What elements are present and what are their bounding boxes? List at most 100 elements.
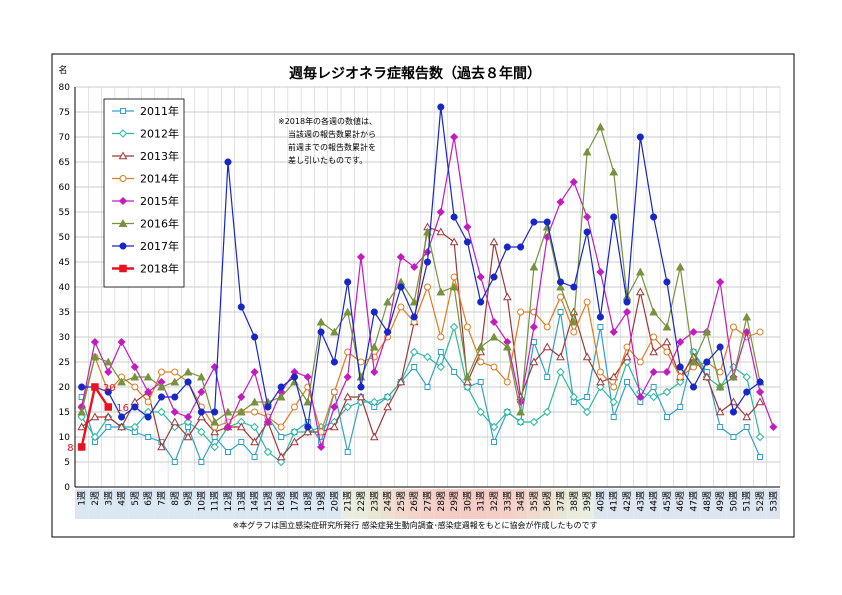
data-point: [171, 459, 178, 465]
data-point: [742, 312, 752, 321]
series-line: [81, 226, 761, 459]
data-label: 8: [67, 443, 73, 454]
data-point: [635, 287, 645, 296]
data-point: [689, 357, 698, 366]
data-point: [78, 383, 86, 391]
data-point: [290, 373, 299, 381]
data-point: [676, 337, 685, 347]
x-tick-band: [540, 489, 554, 519]
data-point: [330, 402, 339, 412]
x-tick-band: [314, 489, 328, 519]
x-tick-band: [208, 489, 222, 519]
x-tick-label: 18週: [303, 491, 314, 511]
data-point: [650, 213, 658, 221]
data-point: [143, 372, 153, 381]
x-tick-band: [474, 489, 488, 519]
y-tick-label: 45: [59, 258, 70, 268]
data-point: [489, 332, 499, 341]
data-point: [689, 383, 698, 391]
data-point: [303, 397, 313, 406]
series-2013年: [77, 222, 765, 461]
data-point: [197, 427, 206, 437]
data-point: [529, 322, 539, 332]
legend-label: 2012年: [140, 127, 179, 141]
data-point: [489, 237, 499, 246]
data-point: [715, 382, 725, 391]
data-point: [543, 407, 552, 417]
x-tick-band: [460, 489, 475, 519]
data-point: [183, 432, 193, 441]
data-point: [356, 252, 366, 262]
x-tick-band: [341, 489, 355, 519]
data-point: [489, 422, 499, 432]
x-tick-band: [407, 489, 421, 519]
data-point: [463, 377, 472, 386]
data-point: [502, 342, 512, 351]
data-point: [477, 298, 485, 306]
y-tick-label: 80: [59, 83, 71, 93]
data-point: [356, 392, 366, 401]
data-point: [383, 297, 393, 306]
x-tick-label: 17週: [289, 491, 300, 511]
data-point: [662, 367, 672, 377]
data-point: [184, 378, 192, 386]
data-point: [662, 337, 672, 346]
data-point: [384, 328, 392, 336]
data-point: [103, 412, 113, 421]
y-tick-label: 60: [59, 183, 71, 193]
y-axis-unit: 名: [58, 64, 67, 76]
annotation-line: ※2018年の各週の数値は、: [278, 116, 377, 126]
data-point: [223, 407, 233, 416]
data-point: [343, 402, 352, 412]
data-point: [597, 324, 604, 330]
data-point: [529, 417, 539, 427]
x-tick-band: [766, 489, 780, 519]
data-point: [610, 414, 617, 420]
x-tick-label: 42週: [622, 491, 633, 511]
data-point: [236, 422, 246, 431]
data-label: 20: [103, 383, 116, 394]
x-tick-label: 20週: [329, 491, 340, 511]
data-point: [423, 258, 432, 266]
x-tick-label: 12週: [223, 491, 234, 511]
data-point: [238, 439, 245, 445]
data-point: [104, 388, 112, 396]
y-tick-label: 70: [59, 133, 71, 143]
x-tick-label: 8週: [170, 491, 181, 506]
data-point: [409, 347, 419, 357]
data-point: [357, 383, 365, 391]
x-tick-label: 10週: [196, 491, 207, 511]
data-point: [144, 387, 153, 397]
data-point: [183, 417, 193, 427]
data-point: [197, 408, 205, 416]
data-point: [542, 342, 552, 351]
data-point: [636, 392, 645, 402]
data-point: [316, 442, 326, 452]
x-tick-band: [88, 489, 102, 519]
data-point: [276, 452, 286, 461]
data-point: [183, 412, 193, 422]
data-point: [463, 323, 471, 331]
series-2018年: 8 2016: [67, 383, 129, 454]
data-point: [636, 133, 644, 141]
data-point: [755, 397, 765, 406]
data-point: [715, 277, 725, 287]
data-point: [130, 362, 140, 372]
data-point: [609, 327, 618, 337]
data-point: [649, 347, 658, 356]
x-tick-band: [567, 489, 581, 519]
x-tick-band: [181, 489, 195, 519]
x-tick-label: 41週: [609, 491, 620, 511]
x-tick-band: [633, 489, 647, 519]
data-point: [329, 327, 339, 336]
data-point: [663, 414, 670, 420]
data-point: [582, 407, 592, 417]
data-point: [263, 417, 273, 427]
legend-label: 2013年: [140, 149, 179, 163]
data-point: [743, 424, 750, 430]
x-tick-band: [380, 489, 395, 519]
x-tick-band: [221, 489, 235, 519]
data-point: [117, 377, 126, 386]
x-tick-band: [75, 489, 89, 519]
data-point: [489, 317, 499, 327]
